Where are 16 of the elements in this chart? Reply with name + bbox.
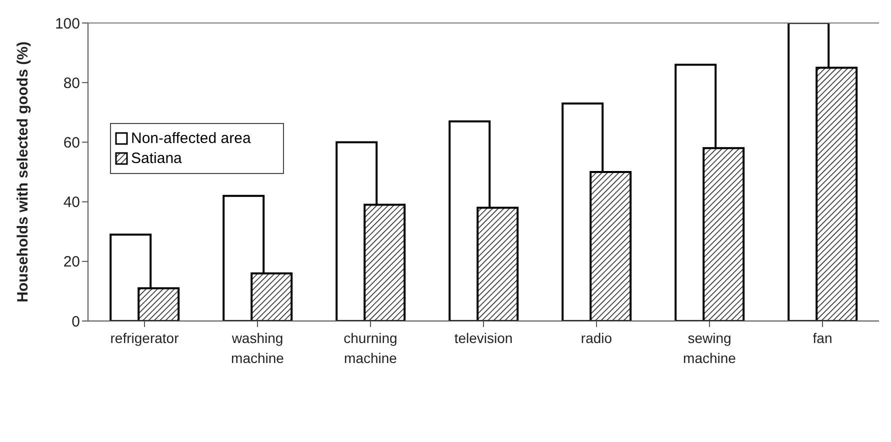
x-tick-label: fan [812,330,832,346]
x-tick-label: television [454,330,513,346]
y-tick-label: 60 [63,134,80,152]
y-tick-label: 40 [63,194,80,212]
x-tick-label: sewing machine [683,330,736,366]
x-tick-label: radio [580,330,612,346]
y-tick-label: 100 [54,15,80,32]
x-tick-label: refrigerator [110,330,180,346]
y-axis-title: Households with selected goods (%) [14,42,32,302]
x-tick-label: washing machine [230,330,284,366]
y-tick-label: 20 [63,254,80,271]
y-tick-label: 0 [72,313,80,330]
y-tick-label: 80 [63,74,80,92]
legend-label: Non-affected area [131,130,251,147]
legend-label: Satiana [131,150,182,167]
x-tick-label: churning machine [344,330,398,366]
